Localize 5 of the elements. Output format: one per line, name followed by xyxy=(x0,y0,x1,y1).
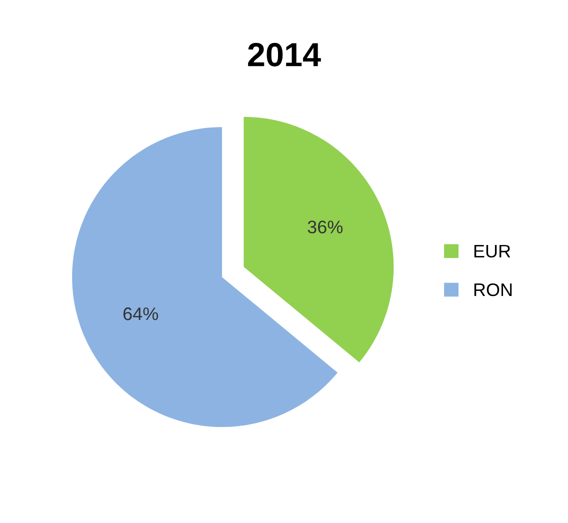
data-label: 36% xyxy=(308,220,343,234)
data-label: 64% xyxy=(123,307,158,320)
legend-label: RON xyxy=(474,283,512,296)
chart-title: 2014 xyxy=(248,42,321,66)
legend-label: EUR xyxy=(474,244,510,258)
